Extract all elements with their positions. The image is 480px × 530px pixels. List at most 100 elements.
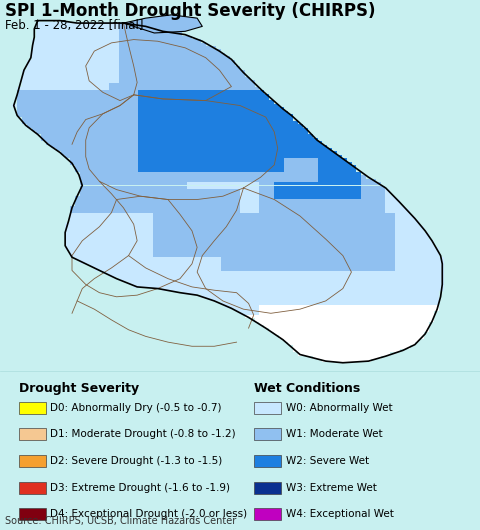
Bar	[298, 271, 303, 274]
Bar	[434, 277, 439, 281]
Bar	[371, 308, 376, 312]
Bar	[99, 165, 104, 169]
Bar	[254, 257, 259, 260]
Bar	[318, 288, 323, 291]
Bar	[400, 308, 405, 312]
Bar	[415, 226, 420, 229]
Bar	[274, 152, 279, 155]
Bar	[182, 257, 187, 260]
Bar	[95, 199, 99, 202]
Bar	[157, 172, 162, 175]
Bar	[356, 243, 361, 247]
Bar	[114, 36, 119, 39]
Bar	[293, 305, 298, 308]
Bar	[138, 213, 143, 216]
Bar	[206, 111, 211, 114]
Bar	[216, 118, 221, 121]
Bar	[70, 131, 75, 135]
Bar	[288, 186, 293, 189]
Bar	[75, 83, 80, 87]
Bar	[405, 264, 410, 267]
Bar	[80, 209, 85, 213]
Bar	[80, 83, 85, 87]
Bar	[313, 274, 318, 277]
Bar	[216, 196, 221, 199]
Bar	[327, 186, 332, 189]
Bar	[70, 42, 75, 46]
Bar	[250, 209, 254, 213]
Bar	[90, 152, 95, 155]
Bar	[337, 186, 342, 189]
Bar	[366, 196, 371, 199]
Bar	[192, 114, 196, 118]
Bar	[177, 118, 182, 121]
Bar	[114, 209, 119, 213]
Bar	[32, 63, 36, 66]
Bar	[95, 94, 99, 97]
Bar	[313, 155, 318, 158]
Bar	[90, 46, 95, 49]
Bar	[187, 213, 192, 216]
Bar	[124, 223, 129, 226]
Bar	[420, 312, 424, 315]
Bar	[308, 260, 313, 264]
Bar	[41, 73, 46, 76]
Bar	[303, 312, 308, 315]
Bar	[347, 240, 351, 243]
Bar	[298, 318, 303, 322]
Bar	[182, 192, 187, 196]
Bar	[269, 329, 274, 332]
Bar	[288, 253, 293, 257]
Bar	[240, 148, 245, 152]
Bar	[172, 111, 177, 114]
Bar	[36, 59, 41, 63]
Bar	[32, 83, 36, 87]
Bar	[226, 169, 230, 172]
Bar	[298, 329, 303, 332]
Bar	[201, 206, 206, 209]
Bar	[390, 305, 395, 308]
Bar	[323, 165, 327, 169]
Bar	[279, 295, 284, 298]
Bar	[284, 339, 288, 342]
Bar	[99, 83, 104, 87]
Bar	[90, 162, 95, 165]
Bar	[99, 243, 104, 247]
Bar	[95, 90, 99, 94]
Bar	[410, 329, 415, 332]
Bar	[303, 145, 308, 148]
Bar	[119, 148, 124, 152]
Bar	[371, 179, 376, 182]
Bar	[235, 172, 240, 175]
Bar	[226, 118, 230, 121]
Bar	[269, 169, 274, 172]
Bar	[332, 169, 337, 172]
Bar	[153, 59, 157, 63]
Bar	[323, 196, 327, 199]
Bar	[65, 73, 70, 76]
Bar	[153, 70, 157, 73]
Bar	[332, 172, 337, 175]
Bar	[41, 83, 46, 87]
Bar	[95, 138, 99, 142]
Bar	[216, 281, 221, 284]
Bar	[240, 202, 245, 206]
Bar	[226, 63, 230, 66]
Bar	[226, 128, 230, 131]
Bar	[167, 219, 172, 223]
Bar	[381, 264, 385, 267]
Bar	[196, 152, 201, 155]
Bar	[395, 329, 400, 332]
Bar	[99, 131, 104, 135]
Bar	[153, 206, 157, 209]
Bar	[226, 240, 230, 243]
Bar	[99, 158, 104, 162]
Bar	[206, 131, 211, 135]
Bar	[75, 155, 80, 158]
Bar	[337, 329, 342, 332]
Bar	[114, 186, 119, 189]
Bar	[99, 182, 104, 186]
Bar	[366, 325, 371, 329]
Bar	[153, 46, 157, 49]
Bar	[196, 243, 201, 247]
